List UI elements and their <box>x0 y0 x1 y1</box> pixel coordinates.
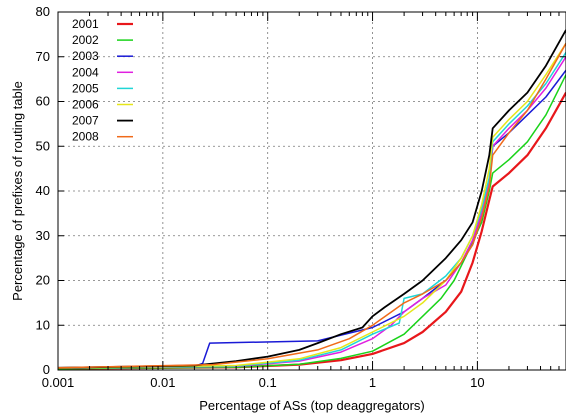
axis-ticks: 0 10 20 30 40 50 60 70 80 0.001 0.01 0.1 1 10 <box>36 4 566 390</box>
series-line-2001 <box>57 92 566 370</box>
y-tick-label: 40 <box>36 183 50 198</box>
x-tick-label: 0.01 <box>150 375 175 390</box>
x-tick-label: 0.1 <box>259 375 277 390</box>
legend-label-2006: 2006 <box>72 98 99 112</box>
series-line-2002 <box>57 74 566 370</box>
y-tick-label: 0 <box>43 362 50 377</box>
legend: 2001 2002 2003 2004 2005 2006 2007 2008 <box>72 17 133 144</box>
legend-label-2001: 2001 <box>72 17 99 31</box>
legend-label-2002: 2002 <box>72 33 99 47</box>
legend-label-2004: 2004 <box>72 65 99 79</box>
series-line-2007 <box>57 29 566 369</box>
legend-label-2005: 2005 <box>72 81 99 95</box>
legend-label-2007: 2007 <box>72 114 99 128</box>
y-axis-title: Percentage of prefixes of routing table <box>10 81 25 301</box>
y-tick-label: 70 <box>36 49 50 64</box>
legend-label-2008: 2008 <box>72 130 99 144</box>
x-tick-label: 0.001 <box>42 375 75 390</box>
x-tick-label: 10 <box>470 375 484 390</box>
series-line-2005 <box>57 51 566 369</box>
y-tick-label: 80 <box>36 4 50 19</box>
y-tick-label: 50 <box>36 138 50 153</box>
series-line-2006 <box>57 42 566 369</box>
y-tick-label: 20 <box>36 273 50 288</box>
x-tick-label: 1 <box>369 375 376 390</box>
series-layer <box>57 29 566 370</box>
y-tick-label: 60 <box>36 94 50 109</box>
y-tick-label: 30 <box>36 228 50 243</box>
x-axis-title: Percentage of ASs (top deaggregators) <box>199 398 424 413</box>
y-tick-label: 10 <box>36 317 50 332</box>
series-line-2004 <box>57 56 566 369</box>
series-line-2008 <box>57 42 566 369</box>
legend-label-2003: 2003 <box>72 49 99 63</box>
